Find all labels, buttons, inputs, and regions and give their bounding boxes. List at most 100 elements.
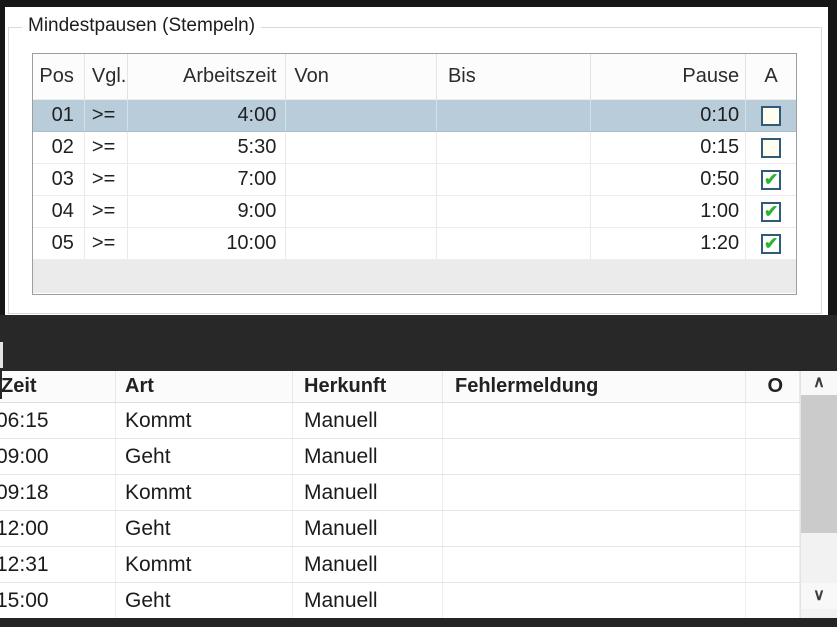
groupbox-title: Mindestpausen (Stempeln): [22, 15, 262, 37]
cell-bis: [436, 132, 591, 163]
cell-pause: 1:00: [590, 196, 747, 227]
cell-von: [286, 196, 437, 227]
stamp-row[interactable]: 09:00 Geht Manuell: [0, 439, 800, 475]
pause-row[interactable]: 05 >= 10:00 1:20 ✔: [33, 228, 796, 260]
mindestpausen-groupbox: Mindestpausen (Stempeln): [8, 15, 822, 314]
cell-fehlermeldung: [443, 475, 746, 510]
cell-bis: [436, 100, 591, 131]
column-header-aktiv: A: [764, 65, 778, 87]
cell-art: Kommt: [116, 547, 293, 582]
cell-art: Geht: [116, 439, 293, 474]
cell-pause: 1:20: [590, 228, 747, 259]
cell-fehlermeldung: [443, 583, 746, 618]
cell-fehlermeldung: [443, 439, 746, 474]
cell-herkunft: Manuell: [293, 403, 443, 438]
cell-pos: 04: [33, 196, 85, 227]
cell-arbeitszeit: 10:00: [127, 228, 287, 259]
column-header-fehlermeldung[interactable]: Fehlermeldung: [443, 371, 746, 402]
cell-herkunft: Manuell: [293, 439, 443, 474]
mindestpausen-panel: Mindestpausen (Stempeln) Pos Vgl. Arbeit…: [5, 7, 828, 315]
pause-table-header: Pos Vgl. Arbeitszeit Von Bis Pause A: [33, 54, 796, 100]
stamp-panel: Zeit Art Herkunft Fehlermeldung O 06:15 …: [0, 371, 837, 618]
column-header-pause: Pause: [591, 54, 747, 99]
cell-vgl: >=: [84, 164, 128, 195]
cell-zeit: 09:18: [0, 475, 116, 510]
cell-arbeitszeit: 9:00: [127, 196, 287, 227]
stamp-row[interactable]: 06:15 Kommt Manuell: [0, 403, 800, 439]
pause-row[interactable]: 02 >= 5:30 0:15 ✔: [33, 132, 796, 164]
cell-arbeitszeit: 4:00: [127, 100, 287, 131]
cell-zeit: 09:00: [0, 439, 116, 474]
check-icon: ✔: [763, 234, 779, 253]
cell-fehlermeldung: [443, 547, 746, 582]
cell-o: [746, 547, 800, 582]
column-header-art[interactable]: Art: [116, 371, 293, 402]
cell-vgl: >=: [84, 132, 128, 163]
cell-von: [286, 164, 437, 195]
cell-pause: 0:50: [590, 164, 747, 195]
cell-herkunft: Manuell: [293, 583, 443, 618]
cell-pos: 02: [33, 132, 85, 163]
cell-arbeitszeit: 5:30: [127, 132, 287, 163]
column-header-zeit[interactable]: Zeit: [0, 371, 116, 402]
scroll-down-button[interactable]: ∨: [801, 583, 837, 609]
cell-vgl: >=: [84, 100, 128, 131]
aktiv-checkbox[interactable]: ✔: [761, 233, 782, 254]
cell-vgl: >=: [84, 196, 128, 227]
check-icon: ✔: [763, 202, 779, 221]
cell-art: Geht: [116, 583, 293, 618]
stamp-row[interactable]: 09:18 Kommt Manuell: [0, 475, 800, 511]
text-cursor-artifact: [0, 342, 3, 368]
cell-fehlermeldung: [443, 403, 746, 438]
cell-bis: [436, 196, 591, 227]
stamp-table: Zeit Art Herkunft Fehlermeldung O 06:15 …: [0, 371, 800, 618]
cell-von: [286, 100, 437, 131]
scrollbar-thumb[interactable]: [801, 395, 837, 533]
cell-herkunft: Manuell: [293, 547, 443, 582]
column-header-arbeitszeit: Arbeitszeit: [128, 54, 287, 99]
aktiv-checkbox[interactable]: ✔: [761, 105, 782, 126]
pause-table: Pos Vgl. Arbeitszeit Von Bis Pause A 01 …: [32, 53, 797, 295]
dark-separator-band: [0, 315, 837, 371]
cell-o: [746, 475, 800, 510]
cell-o: [746, 511, 800, 546]
cell-von: [286, 228, 437, 259]
cell-pos: 05: [33, 228, 85, 259]
cell-bis: [436, 228, 591, 259]
aktiv-checkbox[interactable]: ✔: [761, 169, 782, 190]
column-header-bis: Bis: [437, 54, 591, 99]
cell-art: Geht: [116, 511, 293, 546]
pause-row[interactable]: 03 >= 7:00 0:50 ✔: [33, 164, 796, 196]
aktiv-checkbox[interactable]: ✔: [761, 201, 782, 222]
stamp-row[interactable]: 15:00 Geht Manuell: [0, 583, 800, 618]
cell-zeit: 06:15: [0, 403, 116, 438]
cell-bis: [436, 164, 591, 195]
stamp-row[interactable]: 12:00 Geht Manuell: [0, 511, 800, 547]
window-edge-artifact: [0, 371, 2, 399]
cell-o: [746, 583, 800, 618]
aktiv-checkbox[interactable]: ✔: [761, 137, 782, 158]
column-header-herkunft[interactable]: Herkunft: [293, 371, 443, 402]
cell-zeit: 12:31: [0, 547, 116, 582]
cell-o: [746, 403, 800, 438]
stamp-table-header: Zeit Art Herkunft Fehlermeldung O: [0, 371, 800, 403]
cell-zeit: 15:00: [0, 583, 116, 618]
cell-herkunft: Manuell: [293, 475, 443, 510]
cell-zeit: 12:00: [0, 511, 116, 546]
column-header-o[interactable]: O: [746, 371, 800, 402]
check-icon: ✔: [763, 170, 779, 189]
stamp-row[interactable]: 12:31 Kommt Manuell: [0, 547, 800, 583]
column-header-vgl: Vgl.: [85, 54, 128, 99]
cell-art: Kommt: [116, 403, 293, 438]
pause-row[interactable]: 04 >= 9:00 1:00 ✔: [33, 196, 796, 228]
cell-pos: 01: [33, 100, 85, 131]
column-header-pos: Pos: [33, 54, 85, 99]
cell-pause: 0:15: [590, 132, 747, 163]
scroll-up-button[interactable]: ∧: [801, 371, 837, 395]
cell-herkunft: Manuell: [293, 511, 443, 546]
cell-pause: 0:10: [590, 100, 747, 131]
cell-pos: 03: [33, 164, 85, 195]
vertical-scrollbar[interactable]: ∧ ∨: [800, 371, 837, 618]
pause-row[interactable]: 01 >= 4:00 0:10 ✔: [33, 100, 796, 132]
